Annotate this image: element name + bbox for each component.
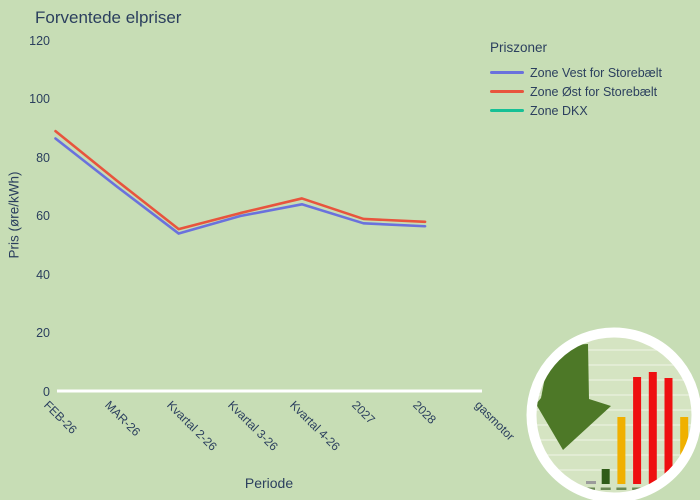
chart-title: Forventede elpriser [35,8,182,27]
mini-bar [664,378,673,484]
y-tick-label: 100 [29,92,50,106]
y-tick-label: 80 [36,150,50,165]
legend: Priszoner Zone Vest for Storebælt Zone Ø… [490,40,662,120]
mini-bar-label-mark [663,487,674,490]
mini-bar [617,417,626,484]
legend-item-zone-vest[interactable]: Zone Vest for Storebælt [490,63,662,82]
mini-bar [633,377,642,484]
legend-swatch-line [490,109,524,112]
y-axis-title: Pris (øre/kWh) [6,171,22,259]
mini-bar [648,372,657,484]
mini-bar-label-mark [600,487,611,490]
logo-ring [526,327,700,500]
legend-item-zone-dkx[interactable]: Zone DKX [490,101,662,120]
x-axis-title: Periode [244,475,294,491]
y-tick-label: 0 [43,384,50,399]
legend-swatch-line [490,90,524,93]
mini-bar-label-mark [632,487,643,490]
y-tick-label: 60 [36,209,50,223]
mini-bar [586,481,596,484]
mini-bar [601,469,610,484]
mini-bar-label-mark [616,487,627,490]
mini-bar-label-mark [679,487,690,490]
legend-swatch-line [490,71,524,74]
series-line-1[interactable] [54,129,427,231]
y-tick-label: 40 [36,267,50,282]
legend-item-label: Zone Øst for Storebælt [530,84,658,99]
legend-title: Priszoner [490,40,548,55]
legend-item-zone-ost[interactable]: Zone Øst for Storebælt [490,82,662,101]
y-tick-label: 20 [36,326,50,340]
legend-item-label: Zone DKX [530,103,588,118]
legend-item-label: Zone Vest for Storebælt [530,65,663,80]
down-arrow-icon [536,344,611,450]
y-tick-label: 120 [29,33,50,48]
logo-circle [526,327,700,500]
series-line-0[interactable] [54,137,427,235]
